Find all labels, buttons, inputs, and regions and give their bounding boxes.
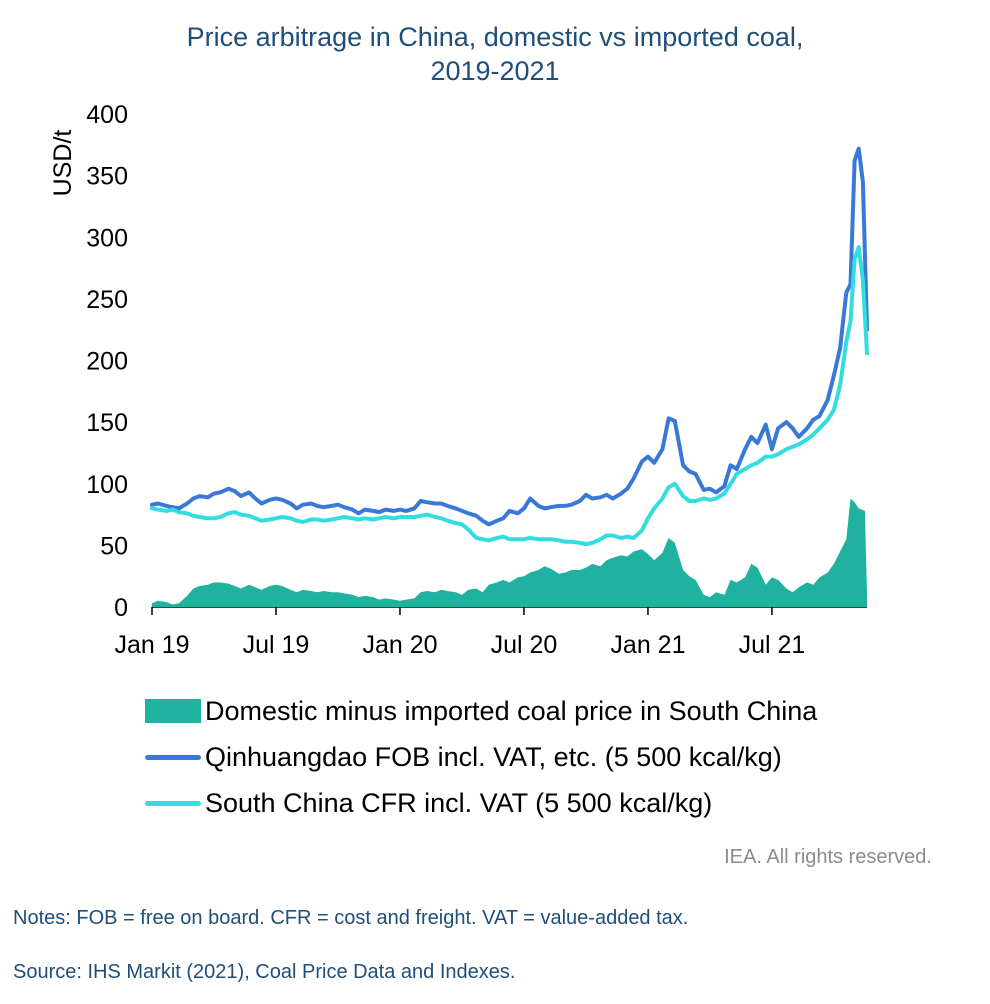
legend-label-domestic-minus-imported: Domestic minus imported coal price in So…: [205, 695, 818, 726]
copyright-notice: IEA. All rights reserved.: [724, 846, 932, 868]
source-text: Source: IHS Markit (2021), Coal Price Da…: [13, 961, 516, 983]
x-tick-label-jul-21: Jul 21: [739, 631, 806, 659]
chart-title-line-2: 2019-2021: [430, 56, 560, 86]
qinhuangdao-fob-line: [150, 146, 869, 527]
y-tick-label-200: 200: [86, 348, 128, 376]
series-layer: [150, 146, 869, 607]
chart-plot: 0 50 100 150 200 250 300 350 400 Jan 19 Jul 19 Jan …: [49, 101, 869, 659]
chart-legend: Domestic minus imported coal price in So…: [145, 688, 817, 826]
legend-item-south-china-cfr: South China CFR incl. VAT (5 500 kcal/kg…: [145, 780, 817, 826]
legend-item-qinhuangdao-fob: Qinhuangdao FOB incl. VAT, etc. (5 500 k…: [145, 734, 817, 780]
notes-text: Notes: FOB = free on board. CFR = cost a…: [13, 907, 689, 929]
chart-title: Price arbitrage in China, domestic vs im…: [0, 20, 990, 88]
chart-title-line-1: Price arbitrage in China, domestic vs im…: [186, 22, 804, 52]
y-tick-label-100: 100: [86, 471, 128, 499]
axes: 0 50 100 150 200 250 300 350 400 Jan 19 Jul 19 Jan …: [86, 101, 867, 659]
south-china-cfr-line: [150, 245, 869, 547]
legend-item-domestic-minus-imported: Domestic minus imported coal price in So…: [145, 688, 817, 734]
y-tick-label-300: 300: [86, 224, 128, 252]
y-tick-label-50: 50: [100, 532, 128, 560]
legend-swatch-south-china-cfr: [145, 800, 201, 806]
x-tick-label-jul-19: Jul 19: [243, 631, 310, 659]
legend-label-south-china-cfr: South China CFR incl. VAT (5 500 kcal/kg…: [205, 787, 713, 818]
x-tick-label-jan-20: Jan 20: [362, 631, 437, 659]
y-axis-label: USD/t: [49, 130, 77, 197]
legend-swatch-domestic-minus-imported: [145, 699, 201, 723]
y-tick-label-350: 350: [86, 163, 128, 191]
domestic-minus-imported-area: [152, 498, 867, 607]
x-tick-label-jan-21: Jan 21: [610, 631, 685, 659]
y-tick-label-0: 0: [114, 594, 128, 622]
y-tick-label-250: 250: [86, 286, 128, 314]
x-tick-label-jul-20: Jul 20: [491, 631, 558, 659]
x-tick-label-jan-19: Jan 19: [114, 631, 189, 659]
y-tick-label-150: 150: [86, 409, 128, 437]
legend-swatch-qinhuangdao-fob: [145, 754, 201, 760]
y-tick-label-400: 400: [86, 101, 128, 129]
legend-label-qinhuangdao-fob: Qinhuangdao FOB incl. VAT, etc. (5 500 k…: [205, 741, 782, 772]
